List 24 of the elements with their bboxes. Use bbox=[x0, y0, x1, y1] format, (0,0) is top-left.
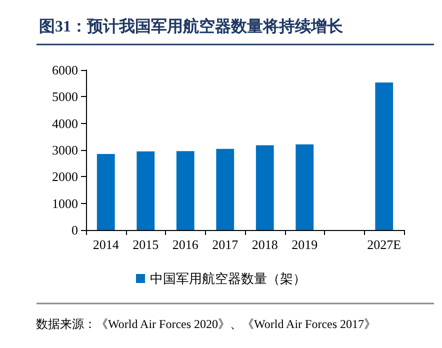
y-tick-label: 2000 bbox=[52, 169, 78, 184]
y-tick-label: 4000 bbox=[52, 116, 78, 131]
x-tick-label: 2014 bbox=[92, 237, 120, 252]
bar bbox=[296, 144, 314, 230]
source-note: 数据来源：《World Air Forces 2020》、《World Air Forces 2017》 bbox=[36, 317, 376, 331]
x-tick-label: 2016 bbox=[172, 237, 199, 252]
x-tick-label: 2018 bbox=[252, 237, 278, 252]
bar bbox=[96, 154, 115, 230]
y-tick-label: 0 bbox=[72, 222, 78, 238]
x-tick-label: 2015 bbox=[132, 237, 159, 252]
y-tick-label: 3000 bbox=[52, 142, 78, 158]
y-tick-label: 6000 bbox=[52, 62, 78, 78]
bar bbox=[256, 145, 274, 230]
bar bbox=[176, 151, 194, 230]
legend-label: 中国军用航空器数量（架） bbox=[150, 271, 306, 286]
bar bbox=[216, 148, 234, 230]
y-tick-label: 1000 bbox=[52, 196, 78, 211]
x-tick-label: 2019 bbox=[292, 237, 318, 252]
chart-title: 图31：预计我国军用航空器数量将持续增长 bbox=[39, 18, 344, 36]
bar bbox=[136, 151, 155, 230]
x-tick-label: 2017 bbox=[212, 237, 239, 252]
x-tick-label: 2027E bbox=[367, 237, 402, 252]
bar bbox=[375, 82, 394, 230]
y-tick-label: 5000 bbox=[52, 89, 78, 104]
